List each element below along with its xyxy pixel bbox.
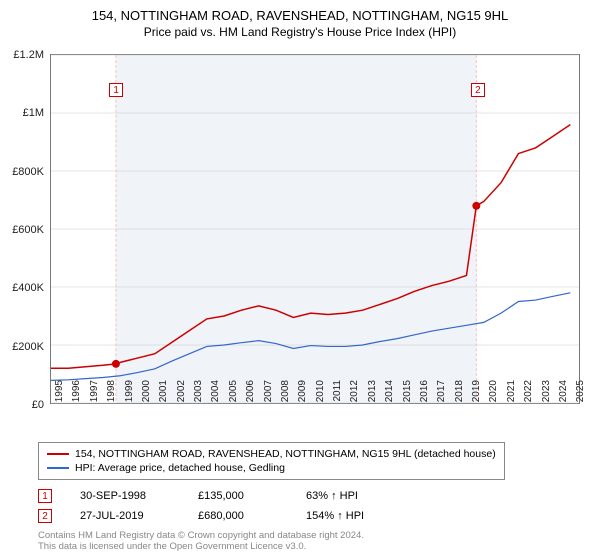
chart-subtitle: Price paid vs. HM Land Registry's House … [0,23,600,39]
plot-area: £0£200K£400K£600K£800K£1M£1.2M1995199619… [50,54,580,404]
chart-sale-marker: 2 [471,83,485,97]
x-tick-label: 2012 [349,380,360,410]
footer-line-2: This data is licensed under the Open Gov… [38,541,364,552]
legend: 154, NOTTINGHAM ROAD, RAVENSHEAD, NOTTIN… [38,442,505,480]
x-tick-label: 2018 [454,380,465,410]
y-tick-label: £1.2M [13,49,44,61]
legend-swatch-property [47,453,69,455]
legend-label-property: 154, NOTTINGHAM ROAD, RAVENSHEAD, NOTTIN… [75,448,496,460]
x-tick-label: 2009 [297,380,308,410]
sale-date-1: 30-SEP-1998 [80,490,170,502]
y-tick-label: £600K [12,224,44,236]
x-tick-label: 2013 [367,380,378,410]
x-tick-label: 2007 [263,380,274,410]
x-tick-label: 2017 [436,380,447,410]
y-tick-label: £200K [12,341,44,353]
sale-row-1: 1 30-SEP-1998 £135,000 63% ↑ HPI [38,486,364,506]
sale-hpi-1: 63% ↑ HPI [306,490,358,502]
chart-sale-marker: 1 [109,83,123,97]
x-tick-label: 2004 [210,380,221,410]
x-tick-label: 1996 [71,380,82,410]
sale-price-2: £680,000 [198,510,278,522]
legend-item-property: 154, NOTTINGHAM ROAD, RAVENSHEAD, NOTTIN… [47,447,496,461]
x-tick-label: 2022 [523,380,534,410]
x-tick-label: 2020 [488,380,499,410]
sales-table: 1 30-SEP-1998 £135,000 63% ↑ HPI 2 27-JU… [38,486,364,526]
x-tick-label: 2025 [575,380,586,410]
x-tick-label: 2002 [176,380,187,410]
x-tick-label: 2006 [245,380,256,410]
y-tick-label: £0 [32,399,44,411]
footer-line-1: Contains HM Land Registry data © Crown c… [38,530,364,541]
plot-svg [51,55,579,403]
x-tick-label: 2019 [471,380,482,410]
sale-marker-2: 2 [38,509,52,523]
legend-label-hpi: HPI: Average price, detached house, Gedl… [75,462,285,474]
sale-hpi-2: 154% ↑ HPI [306,510,364,522]
legend-item-hpi: HPI: Average price, detached house, Gedl… [47,461,496,475]
footer: Contains HM Land Registry data © Crown c… [38,530,364,552]
x-tick-label: 1995 [54,380,65,410]
x-tick-label: 1997 [89,380,100,410]
sale-marker-1: 1 [38,489,52,503]
x-tick-label: 2008 [280,380,291,410]
x-tick-label: 1999 [124,380,135,410]
sale-date-2: 27-JUL-2019 [80,510,170,522]
x-tick-label: 2021 [506,380,517,410]
x-tick-label: 2010 [315,380,326,410]
x-tick-label: 2016 [419,380,430,410]
x-tick-label: 2023 [541,380,552,410]
x-tick-label: 2000 [141,380,152,410]
chart-container: 154, NOTTINGHAM ROAD, RAVENSHEAD, NOTTIN… [0,0,600,560]
x-tick-label: 2003 [193,380,204,410]
x-tick-label: 2005 [228,380,239,410]
x-tick-label: 2014 [384,380,395,410]
sale-price-1: £135,000 [198,490,278,502]
y-tick-label: £800K [12,166,44,178]
x-tick-label: 2024 [558,380,569,410]
sale-row-2: 2 27-JUL-2019 £680,000 154% ↑ HPI [38,506,364,526]
legend-swatch-hpi [47,467,69,469]
x-tick-label: 2001 [158,380,169,410]
x-tick-label: 2015 [402,380,413,410]
x-tick-label: 2011 [332,380,343,410]
x-tick-label: 1998 [106,380,117,410]
y-tick-label: £400K [12,282,44,294]
y-tick-label: £1M [23,107,44,119]
chart-title: 154, NOTTINGHAM ROAD, RAVENSHEAD, NOTTIN… [0,0,600,23]
